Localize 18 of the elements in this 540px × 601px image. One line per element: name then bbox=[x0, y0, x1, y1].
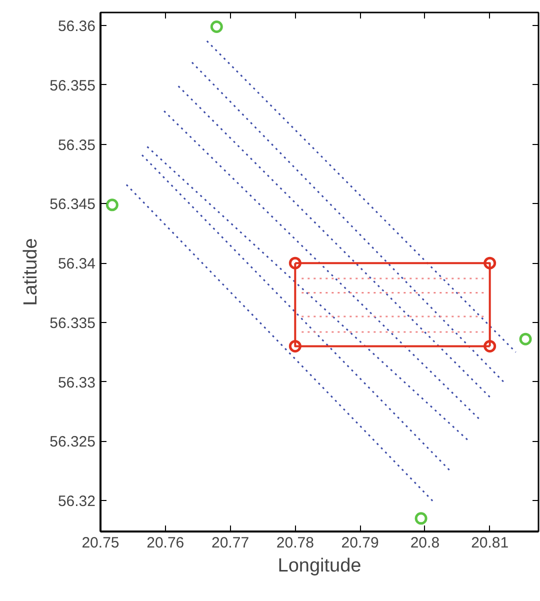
y-tick-label: 56.345 bbox=[50, 196, 96, 214]
y-tick-label: 56.35 bbox=[58, 136, 96, 154]
y-tick-label: 56.33 bbox=[58, 374, 96, 392]
y-tick-label: 56.32 bbox=[58, 493, 96, 510]
y-tick-label: 56.36 bbox=[58, 18, 96, 36]
y-tick-label: 56.355 bbox=[50, 77, 96, 94]
x-tick-label: 20.76 bbox=[146, 534, 184, 552]
x-tick-label: 20.79 bbox=[341, 534, 379, 552]
x-tick-label: 20.75 bbox=[82, 534, 120, 552]
y-tick-label: 56.34 bbox=[58, 256, 96, 273]
x-tick-label: 20.81 bbox=[471, 534, 509, 552]
x-axis-title: Longitude bbox=[278, 556, 362, 576]
y-axis-title: Latitude bbox=[20, 238, 42, 306]
x-tick-label: 20.8 bbox=[410, 534, 440, 552]
y-tick-label: 56.335 bbox=[50, 314, 96, 332]
y-tick-label: 56.325 bbox=[50, 434, 96, 451]
x-tick-label: 20.77 bbox=[212, 534, 250, 552]
x-tick-label: 20.78 bbox=[276, 534, 314, 552]
